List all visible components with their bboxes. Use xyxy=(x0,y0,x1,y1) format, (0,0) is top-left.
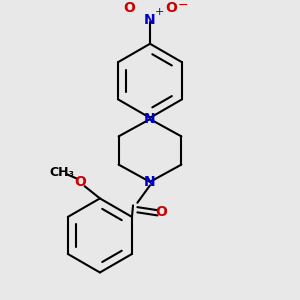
Text: N: N xyxy=(144,13,156,27)
Text: O: O xyxy=(155,206,167,219)
Text: −: − xyxy=(178,0,188,12)
Text: N: N xyxy=(144,112,156,126)
Text: O: O xyxy=(74,175,86,189)
Text: O: O xyxy=(165,1,177,15)
Text: N: N xyxy=(144,175,156,189)
Text: +: + xyxy=(155,7,164,17)
Text: CH₃: CH₃ xyxy=(50,166,74,179)
Text: O: O xyxy=(123,1,135,15)
